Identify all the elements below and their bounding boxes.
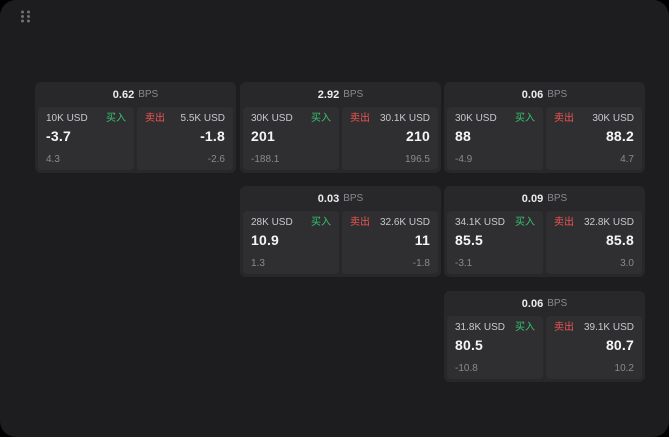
- sell-label: 卖出: [554, 113, 574, 124]
- buy-panel[interactable]: 30K USD 买入 201 -188.1: [243, 107, 339, 170]
- buy-amount: 31.8K USD: [455, 322, 506, 333]
- sell-price: 85.8: [605, 232, 634, 248]
- spread-unit: BPS: [138, 89, 159, 100]
- sell-amount: 39.1K USD: [583, 322, 634, 333]
- spread-value: 0.62: [112, 88, 135, 101]
- quote-card: 0.09 BPS 34.1K USD 买入 85.5 -3.1 卖出 32.8K…: [444, 186, 645, 277]
- quote-card: 0.06 BPS 30K USD 买入 88 -4.9 卖出 30K USD 8…: [444, 82, 645, 173]
- sell-panel[interactable]: 卖出 30.1K USD 210 196.5: [342, 107, 438, 170]
- sell-change: 196.5: [404, 154, 430, 165]
- buy-change: -10.8: [455, 363, 478, 374]
- sell-change: -2.6: [207, 154, 225, 165]
- buy-change: -3.1: [455, 258, 473, 269]
- spread-value: 0.06: [521, 297, 544, 310]
- buy-label: 买入: [515, 113, 535, 124]
- buy-price: 80.5: [455, 337, 484, 353]
- buy-panel[interactable]: 10K USD 买入 -3.7 4.3: [38, 107, 134, 170]
- sell-price: -1.8: [200, 128, 225, 144]
- spread-value: 0.03: [317, 192, 340, 205]
- sell-price: 11: [414, 232, 430, 248]
- buy-amount: 28K USD: [251, 217, 293, 228]
- buy-label: 买入: [311, 113, 331, 124]
- buy-change: 4.3: [46, 154, 60, 165]
- spread-value: 0.06: [521, 88, 544, 101]
- buy-price: -3.7: [46, 128, 71, 144]
- sell-change: -1.8: [412, 258, 430, 269]
- buy-label: 买入: [106, 113, 126, 124]
- quote-card: 0.03 BPS 28K USD 买入 10.9 1.3 卖出 32.6K US…: [240, 186, 441, 277]
- sell-amount: 30.1K USD: [379, 113, 430, 124]
- spread-unit: BPS: [547, 193, 568, 204]
- sell-label: 卖出: [350, 113, 370, 124]
- sell-label: 卖出: [554, 217, 574, 228]
- buy-label: 买入: [515, 217, 535, 228]
- buy-amount: 34.1K USD: [455, 217, 506, 228]
- sell-change: 4.7: [620, 154, 634, 165]
- buy-price: 85.5: [455, 232, 484, 248]
- sell-panel[interactable]: 卖出 5.5K USD -1.8 -2.6: [137, 107, 233, 170]
- sell-amount: 32.6K USD: [379, 217, 430, 228]
- buy-panel[interactable]: 34.1K USD 买入 85.5 -3.1: [447, 211, 543, 274]
- buy-price: 88: [455, 128, 471, 144]
- sell-amount: 30K USD: [592, 113, 634, 124]
- spread-header: 0.06 BPS: [444, 291, 645, 316]
- buy-label: 买入: [311, 217, 331, 228]
- spread-unit: BPS: [343, 89, 364, 100]
- sell-amount: 32.8K USD: [583, 217, 634, 228]
- buy-panel[interactable]: 28K USD 买入 10.9 1.3: [243, 211, 339, 274]
- spread-header: 0.09 BPS: [444, 186, 645, 211]
- sell-panel[interactable]: 卖出 30K USD 88.2 4.7: [546, 107, 642, 170]
- buy-change: -188.1: [251, 154, 280, 165]
- buy-amount: 10K USD: [46, 113, 88, 124]
- buy-change: -4.9: [455, 154, 473, 165]
- buy-panel[interactable]: 31.8K USD 买入 80.5 -10.8: [447, 316, 543, 379]
- spread-header: 0.03 BPS: [240, 186, 441, 211]
- buy-panel[interactable]: 30K USD 买入 88 -4.9: [447, 107, 543, 170]
- quote-card: 0.06 BPS 31.8K USD 买入 80.5 -10.8 卖出 39.1…: [444, 291, 645, 382]
- sell-label: 卖出: [350, 217, 370, 228]
- sell-panel[interactable]: 卖出 32.8K USD 85.8 3.0: [546, 211, 642, 274]
- spread-unit: BPS: [343, 193, 364, 204]
- sell-price: 210: [406, 128, 430, 144]
- spread-header: 0.62 BPS: [35, 82, 236, 107]
- spread-value: 2.92: [317, 88, 340, 101]
- sell-change: 3.0: [620, 258, 634, 269]
- spread-header: 0.06 BPS: [444, 82, 645, 107]
- buy-amount: 30K USD: [251, 113, 293, 124]
- sell-panel[interactable]: 卖出 32.6K USD 11 -1.8: [342, 211, 438, 274]
- spread-value: 0.09: [521, 192, 544, 205]
- sell-price: 88.2: [605, 128, 634, 144]
- spread-unit: BPS: [547, 298, 568, 309]
- sell-label: 卖出: [554, 322, 574, 333]
- buy-price: 201: [251, 128, 275, 144]
- sell-change: 10.2: [614, 363, 634, 374]
- grid-dots-icon: [19, 9, 32, 27]
- menu-button[interactable]: [15, 8, 35, 28]
- quote-card: 0.62 BPS 10K USD 买入 -3.7 4.3 卖出 5.5K USD…: [35, 82, 236, 173]
- buy-price: 10.9: [251, 232, 280, 248]
- sell-panel[interactable]: 卖出 39.1K USD 80.7 10.2: [546, 316, 642, 379]
- spread-unit: BPS: [547, 89, 568, 100]
- buy-amount: 30K USD: [455, 113, 497, 124]
- quote-card: 2.92 BPS 30K USD 买入 201 -188.1 卖出 30.1K …: [240, 82, 441, 173]
- spread-header: 2.92 BPS: [240, 82, 441, 107]
- sell-price: 80.7: [605, 337, 634, 353]
- buy-label: 买入: [515, 322, 535, 333]
- sell-amount: 5.5K USD: [180, 113, 225, 124]
- sell-label: 卖出: [145, 113, 165, 124]
- buy-change: 1.3: [251, 258, 265, 269]
